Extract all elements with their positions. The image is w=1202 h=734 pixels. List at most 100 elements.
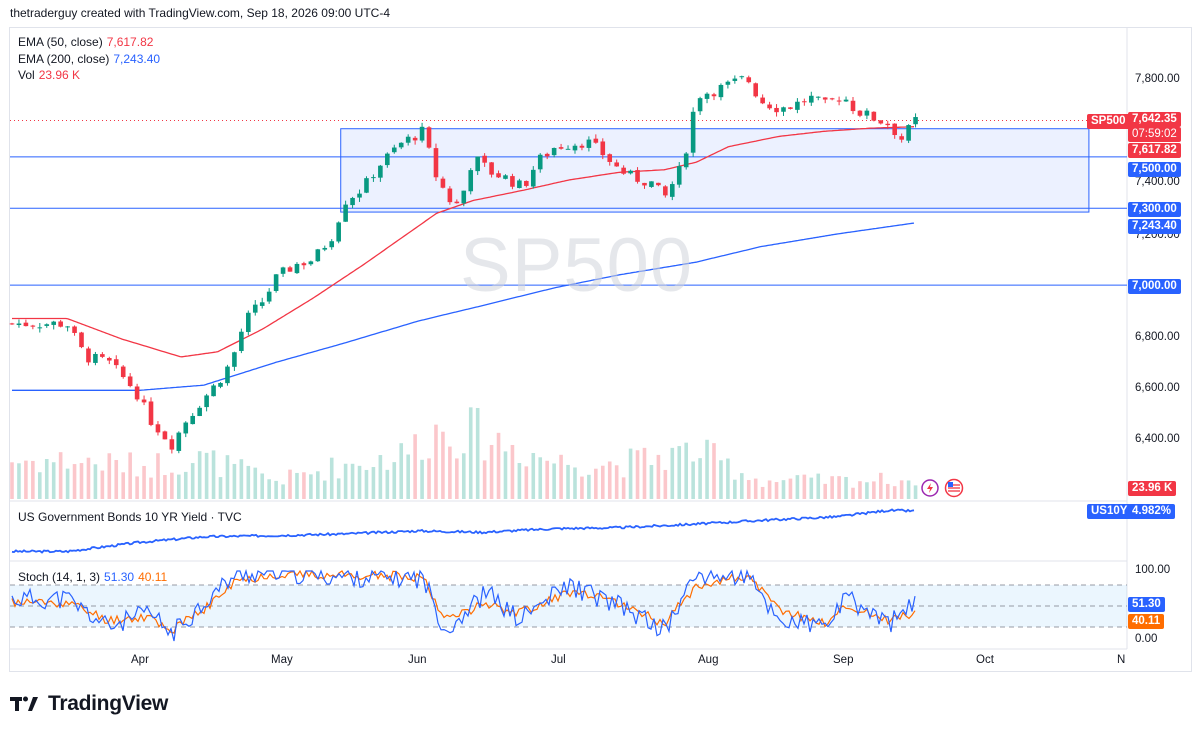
volume-bar — [753, 478, 758, 499]
legend-stoch[interactable]: Stoch (14, 1, 3) 51.30 40.11 — [18, 569, 167, 585]
volume-bar — [399, 443, 404, 499]
legend-ema200[interactable]: EMA (200, close) 7,243.40 — [18, 51, 160, 67]
legend-volume[interactable]: Vol 23.96 K — [18, 67, 80, 83]
candle-body — [829, 98, 835, 100]
volume-bar — [913, 485, 918, 499]
candle-body — [850, 100, 856, 112]
legend-ema50-label: EMA (50, close) — [18, 35, 103, 49]
candle-body — [788, 107, 793, 109]
volume-bar — [17, 463, 21, 499]
candle-body — [593, 138, 599, 143]
volume-bar — [371, 467, 376, 499]
volume-bar — [86, 457, 91, 499]
candle-body — [663, 186, 668, 196]
volume-bar — [726, 458, 730, 499]
legend-bond[interactable]: US Government Bonds 10 YR Yield · TVC — [18, 509, 242, 525]
candle-body — [586, 139, 592, 148]
candle-body — [503, 175, 508, 179]
candle-body — [86, 348, 91, 363]
candle-body — [127, 376, 133, 387]
candle-body — [218, 382, 223, 387]
bond-value-badge: 4.982% — [1128, 504, 1176, 519]
volume-bar — [698, 458, 702, 499]
candle-body — [391, 147, 397, 153]
candle-body — [246, 312, 251, 332]
volume-bar — [378, 455, 383, 499]
volume-bar — [72, 464, 77, 499]
volume-bar — [559, 454, 563, 499]
candle-body — [232, 352, 237, 367]
candle-body — [113, 359, 119, 366]
volume-bar — [475, 407, 480, 499]
candle-body — [711, 94, 717, 97]
volume-bar — [413, 434, 417, 499]
candle-body — [266, 291, 272, 302]
candle-body — [169, 439, 175, 450]
volume-bar — [183, 471, 188, 499]
volume-bar — [455, 458, 459, 499]
candle-body — [79, 332, 84, 348]
volume-bar — [656, 454, 661, 499]
legend-stoch-label: Stoch (14, 1, 3) — [18, 570, 101, 584]
tradingview-logo[interactable]: TradingView — [10, 692, 168, 716]
volume-bar — [128, 452, 132, 499]
stoch-tick: 0.00 — [1135, 633, 1158, 645]
time-label: Jul — [551, 654, 566, 666]
candle-body — [683, 153, 689, 168]
volume-bar — [350, 463, 355, 499]
candle-body — [440, 178, 446, 188]
volume-bar — [107, 453, 112, 499]
candle-body — [697, 98, 703, 112]
candle-body — [134, 386, 140, 400]
candle-body — [760, 97, 765, 104]
volume-bar — [872, 481, 876, 499]
level-badge: 7,500.00 — [1128, 162, 1181, 177]
candle-body — [183, 422, 189, 434]
volume-bar — [281, 484, 285, 499]
volume-bar — [225, 455, 230, 499]
candle-body — [155, 424, 161, 433]
volume-bar — [406, 454, 410, 499]
candle-body — [225, 366, 230, 384]
candle-body — [913, 117, 918, 125]
candle-body — [343, 204, 348, 222]
stoch-d-badge: 40.11 — [1128, 614, 1165, 629]
ema200-badge: 7,243.40 — [1128, 219, 1181, 234]
candle-body — [461, 190, 467, 204]
volume-bar — [253, 467, 258, 499]
candle-body — [58, 321, 63, 327]
volume-bar — [100, 470, 105, 499]
candle-body — [836, 100, 842, 102]
volume-bar — [816, 473, 821, 499]
legend-ema50-value: 7,617.82 — [106, 35, 154, 49]
candle-body — [871, 111, 877, 121]
candle-body — [621, 167, 626, 174]
candle-body — [287, 267, 293, 272]
candle-body — [656, 182, 661, 186]
volume-bar — [879, 472, 883, 499]
volume-bar — [906, 480, 911, 499]
lightning-glyph-icon — [927, 483, 933, 493]
candle-body — [628, 170, 633, 174]
candle-body — [280, 267, 286, 274]
volume-bar — [288, 469, 292, 499]
candle-body — [176, 432, 182, 451]
candle-body — [732, 78, 738, 81]
volume-bar — [385, 469, 390, 499]
volume-bar — [190, 463, 195, 499]
time-label: Jun — [408, 654, 427, 666]
volume-bar — [621, 477, 626, 499]
volume-bar — [892, 486, 897, 499]
legend-ema200-value: 7,243.40 — [113, 52, 161, 66]
candle-body — [211, 385, 216, 397]
candle-body — [690, 111, 696, 153]
price-tick: 6,400.00 — [1135, 433, 1180, 445]
candle-body — [72, 326, 77, 333]
volume-bar — [594, 468, 598, 499]
legend-ema50[interactable]: EMA (50, close) 7,617.82 — [18, 34, 153, 50]
volume-bar — [31, 460, 35, 499]
candle-body — [51, 321, 57, 325]
candle-body — [259, 302, 265, 306]
volume-bar — [267, 479, 271, 499]
